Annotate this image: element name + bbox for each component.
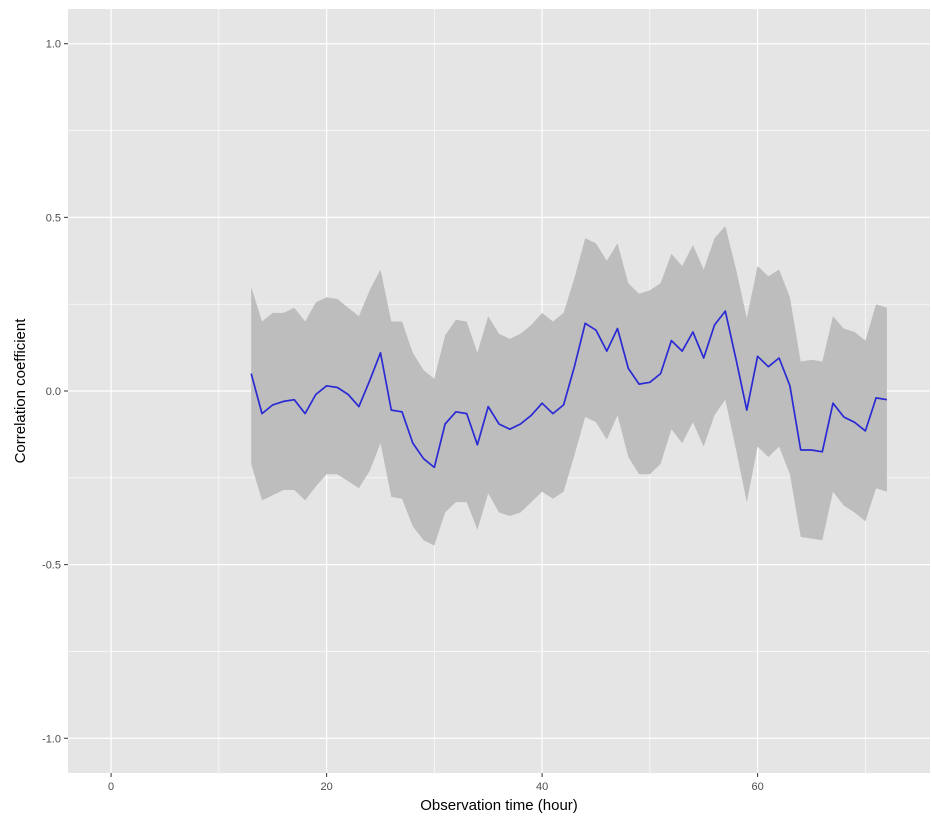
y-tick-label: -1.0 — [42, 733, 61, 745]
y-tick-label: 1.0 — [46, 39, 61, 51]
x-axis-title: Observation time (hour) — [420, 797, 578, 814]
x-tick-label: 60 — [751, 781, 763, 793]
y-tick-label: 0.5 — [46, 212, 61, 224]
x-tick-label: 40 — [536, 781, 548, 793]
y-axis-title: Correlation coefficient — [12, 318, 29, 464]
x-tick-label: 20 — [320, 781, 332, 793]
y-tick-label: -0.5 — [42, 560, 61, 572]
x-axis-ticks: 0 20 40 60 — [108, 773, 764, 793]
x-tick-label: 0 — [108, 781, 114, 793]
y-tick-label: 0.0 — [46, 386, 61, 398]
y-axis-ticks: -1.0 -0.5 0.0 0.5 1.0 — [42, 39, 68, 745]
correlation-line — [250, 310, 888, 469]
